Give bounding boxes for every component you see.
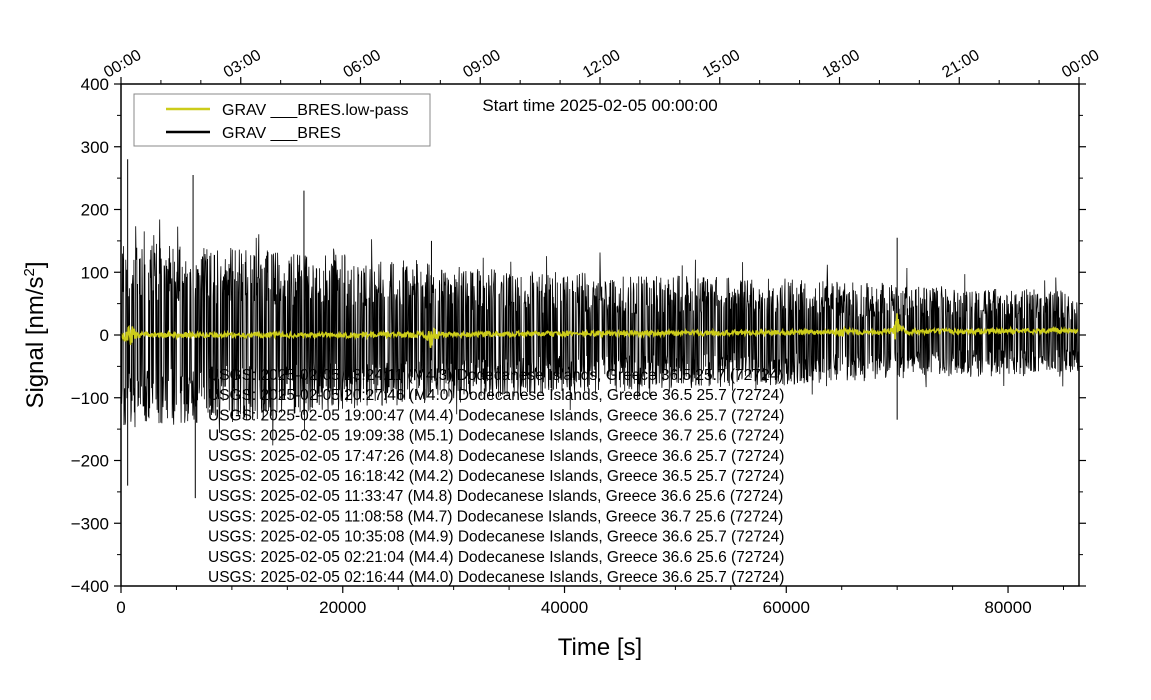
y-axis-title-superscript: 2	[21, 268, 38, 276]
y-tick-label: 200	[81, 201, 109, 220]
event-annotation: USGS: 2025-02-05 16:18:42 (M4.2) Dodecan…	[208, 468, 784, 485]
y-tick-label: −300	[71, 514, 109, 533]
event-annotation: USGS: 2025-02-05 17:47:26 (M4.8) Dodecan…	[208, 448, 784, 465]
legend-box	[133, 93, 431, 147]
x-tick-label: 80000	[984, 598, 1031, 617]
y-axis: 400 300 200 100 0 −100 −200 −300 −400	[71, 75, 1086, 596]
event-annotation: USGS: 2025-02-05 11:08:58 (M4.7) Dodecan…	[208, 508, 783, 525]
y-tick-label: 0	[100, 326, 109, 345]
y-tick-label: −100	[71, 389, 109, 408]
y-axis-title-main: Signal [nm/s	[22, 276, 49, 408]
raw-signal-series	[121, 159, 1079, 499]
lowpass-signal-series	[121, 313, 1079, 348]
y-tick-label: −200	[71, 452, 109, 471]
legend: GRAV ___BRES.low-pass GRAV ___BRES	[133, 93, 431, 147]
y-tick-label: 100	[81, 263, 109, 282]
top-tick-label: 09:00	[460, 47, 503, 82]
legend-label-raw: GRAV ___BRES	[222, 125, 341, 142]
top-time-axis: 00:00 03:00 06:00 09:00 12:00 15:00 18:00 21:00…	[101, 47, 1102, 84]
y-tick-label: 300	[81, 138, 109, 157]
legend-label-lowpass: GRAV ___BRES.low-pass	[222, 102, 408, 119]
event-annotations: USGS: 2025-02-05 23:24:11 (M4.3) Dodecan…	[208, 367, 784, 586]
event-annotation: USGS: 2025-02-05 11:33:47 (M4.8) Dodecan…	[208, 488, 783, 505]
x-axis-title: Time [s]	[558, 634, 642, 661]
event-annotation: USGS: 2025-02-05 23:24:11 (M4.3) Dodecan…	[208, 367, 783, 384]
top-tick-label: 00:00	[1059, 47, 1102, 82]
x-tick-label: 40000	[541, 598, 588, 617]
x-tick-label: 60000	[763, 598, 810, 617]
raw-signal-line	[121, 219, 1079, 446]
event-annotation: USGS: 2025-02-05 20:27:46 (M4.0) Dodecan…	[208, 387, 784, 404]
event-annotation: USGS: 2025-02-05 19:00:47 (M4.4) Dodecan…	[208, 407, 784, 424]
top-tick-label: 18:00	[820, 47, 863, 82]
event-annotation: USGS: 2025-02-05 02:16:44 (M4.0) Dodecan…	[208, 569, 784, 586]
top-tick-label: 00:00	[101, 47, 144, 82]
y-tick-label: −400	[71, 577, 109, 596]
event-annotation: USGS: 2025-02-05 02:21:04 (M4.4) Dodecan…	[208, 549, 784, 566]
top-tick-label: 12:00	[580, 47, 623, 82]
event-annotation: USGS: 2025-02-05 19:09:38 (M5.1) Dodecan…	[208, 428, 784, 445]
y-axis-title-close: ]	[22, 261, 49, 268]
start-time-label: Start time 2025-02-05 00:00:00	[482, 96, 717, 115]
lowpass-signal-line	[121, 313, 1079, 348]
y-axis-title: Signal [nm/s2]	[21, 261, 49, 408]
top-tick-label: 21:00	[939, 47, 982, 82]
y-tick-label: 400	[81, 75, 109, 94]
event-annotation: USGS: 2025-02-05 10:35:08 (M4.9) Dodecan…	[208, 529, 784, 546]
x-axis: 0 20000 40000 60000 80000	[116, 586, 1064, 617]
x-tick-label: 0	[116, 598, 125, 617]
x-tick-label: 20000	[319, 598, 366, 617]
top-tick-label: 03:00	[221, 47, 264, 82]
top-tick-label: 15:00	[700, 47, 743, 82]
top-tick-label: 06:00	[341, 47, 384, 82]
